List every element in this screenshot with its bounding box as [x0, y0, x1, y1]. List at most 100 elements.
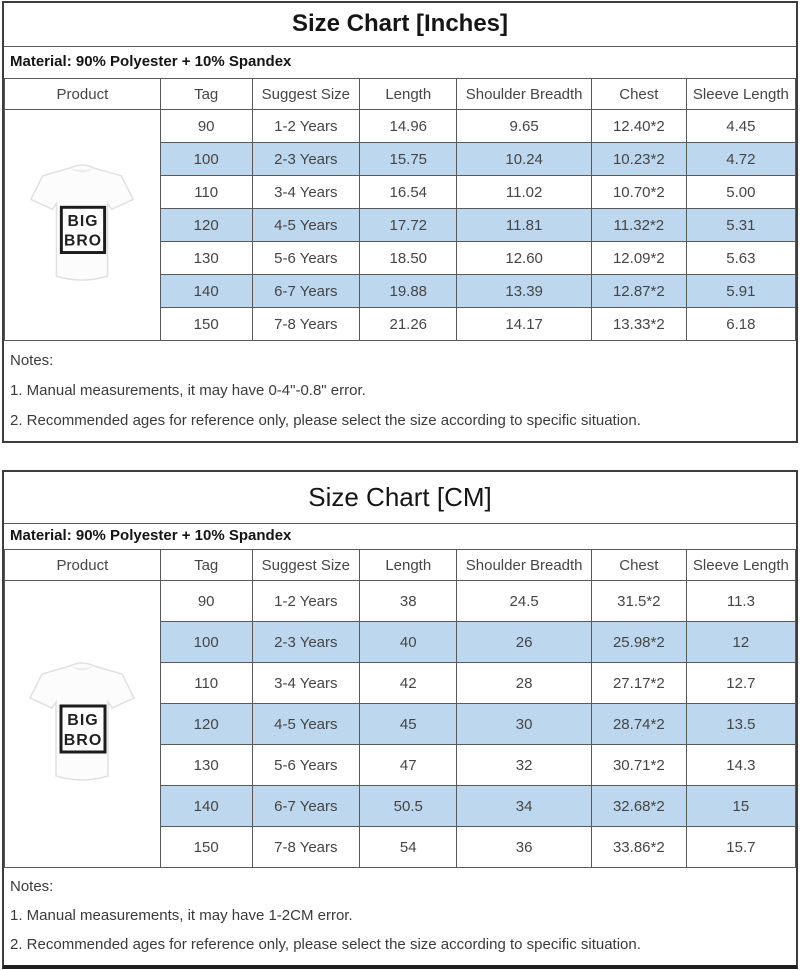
cell-suggest-size: 4-5 Years [251, 208, 361, 242]
column-header-sleeve-length: Sleeve Length [685, 78, 797, 110]
note-line: 1. Manual measurements, it may have 1-2C… [10, 907, 353, 924]
header-row: Product Tag Suggest Size Length Shoulder… [4, 549, 797, 581]
cell-tag: 120 [159, 703, 253, 745]
tshirt-print-line1: BIG [68, 712, 99, 729]
product-image-cell: BIG BRO [4, 580, 161, 868]
cell-chest: 32.68*2 [590, 785, 687, 827]
cell-sleeve-length: 5.91 [685, 274, 797, 308]
cell-shoulder-breadth: 30 [456, 703, 592, 745]
cell-shoulder-breadth: 11.81 [456, 208, 592, 242]
cell-length: 38 [359, 580, 458, 622]
product-image-cell: BIG BRO [4, 109, 161, 341]
size-table: Product Tag Suggest Size Length Shoulder… [4, 78, 797, 341]
cell-tag: 140 [159, 274, 253, 308]
notes: Notes: 1. Manual measurements, it may ha… [4, 341, 796, 441]
tshirt-collar [70, 666, 95, 671]
tshirt-image: BIG BRO [30, 164, 135, 281]
cell-shoulder-breadth: 9.65 [456, 109, 592, 143]
cell-tag: 140 [159, 785, 253, 827]
cell-shoulder-breadth: 13.39 [456, 274, 592, 308]
cell-suggest-size: 1-2 Years [251, 580, 361, 622]
cell-shoulder-breadth: 26 [456, 621, 592, 663]
tshirt-print-box [60, 205, 107, 255]
table-row: 140 6-7 Years 50.5 34 32.68*2 15 [5, 785, 797, 827]
note-line: 2. Recommended ages for reference only, … [10, 936, 641, 953]
table-row: 140 6-7 Years 19.88 13.39 12.87*2 5.91 [5, 274, 797, 308]
column-header-product: Product [4, 78, 161, 110]
cell-tag: 150 [159, 826, 253, 868]
cell-length: 19.88 [359, 274, 458, 308]
cell-shoulder-breadth: 12.60 [456, 241, 592, 275]
cell-sleeve-length: 15 [685, 785, 797, 827]
column-header-suggest-size: Suggest Size [251, 549, 361, 581]
cell-sleeve-length: 11.3 [685, 580, 797, 622]
cell-sleeve-length: 4.72 [685, 142, 797, 176]
column-header-tag: Tag [159, 549, 253, 581]
cell-sleeve-length: 5.63 [685, 241, 797, 275]
cell-shoulder-breadth: 11.02 [456, 175, 592, 209]
cell-tag: 110 [159, 662, 253, 704]
cell-length: 15.75 [359, 142, 458, 176]
cell-shoulder-breadth: 36 [456, 826, 592, 868]
tshirt-print-line2: BRO [64, 233, 102, 250]
cell-shoulder-breadth: 34 [456, 785, 592, 827]
cell-length: 54 [359, 826, 458, 868]
cell-tag: 90 [159, 109, 253, 143]
cell-length: 21.26 [359, 307, 458, 341]
cell-length: 47 [359, 744, 458, 786]
cell-chest: 10.23*2 [590, 142, 687, 176]
cell-sleeve-length: 12 [685, 621, 797, 663]
column-header-shoulder-breadth: Shoulder Breadth [456, 78, 592, 110]
cell-suggest-size: 1-2 Years [251, 109, 361, 143]
material-label: Material: 90% Polyester + 10% Spandex [4, 46, 796, 78]
table-row: BIG BRO 90 1-2 Years 14.96 9.65 12.40*2 … [4, 109, 797, 341]
column-header-shoulder-breadth: Shoulder Breadth [456, 549, 592, 581]
column-header-suggest-size: Suggest Size [251, 78, 361, 110]
tshirt-image: BIG BRO [29, 662, 136, 781]
cell-tag: 120 [159, 208, 253, 242]
cell-sleeve-length: 4.45 [685, 109, 797, 143]
material-label: Material: 90% Polyester + 10% Spandex [4, 523, 796, 549]
cell-length: 40 [359, 621, 458, 663]
cell-chest: 12.87*2 [590, 274, 687, 308]
column-header-tag: Tag [159, 78, 253, 110]
cell-tag: 100 [159, 142, 253, 176]
cell-suggest-size: 4-5 Years [251, 703, 361, 745]
cell-chest: 10.70*2 [590, 175, 687, 209]
column-header-chest: Chest [590, 78, 687, 110]
cell-length: 14.96 [359, 109, 458, 143]
cell-suggest-size: 7-8 Years [251, 307, 361, 341]
cell-suggest-size: 2-3 Years [251, 142, 361, 176]
cell-chest: 30.71*2 [590, 744, 687, 786]
cell-chest: 11.32*2 [590, 208, 687, 242]
cell-suggest-size: 6-7 Years [251, 785, 361, 827]
cell-sleeve-length: 12.7 [685, 662, 797, 704]
cell-length: 42 [359, 662, 458, 704]
tshirt-print-line1: BIG [68, 213, 99, 230]
column-header-chest: Chest [590, 549, 687, 581]
chart-title: Size Chart [Inches] [291, 10, 509, 37]
column-header-product: Product [4, 549, 161, 581]
cell-tag: 90 [159, 580, 253, 622]
cell-suggest-size: 5-6 Years [251, 744, 361, 786]
cell-suggest-size: 3-4 Years [251, 662, 361, 704]
tshirt-print-box [59, 704, 107, 754]
cell-shoulder-breadth: 14.17 [456, 307, 592, 341]
cell-sleeve-length: 13.5 [685, 703, 797, 745]
cell-chest: 12.09*2 [590, 241, 687, 275]
cell-suggest-size: 6-7 Years [251, 274, 361, 308]
tshirt-print-line2: BRO [64, 732, 103, 749]
header-row: Product Tag Suggest Size Length Shoulder… [4, 78, 797, 110]
size-table: Product Tag Suggest Size Length Shoulder… [4, 549, 797, 868]
cell-tag: 130 [159, 241, 253, 275]
cell-tag: 110 [159, 175, 253, 209]
cell-suggest-size: 2-3 Years [251, 621, 361, 663]
table-row: 150 7-8 Years 54 36 33.86*2 15.7 [5, 826, 797, 868]
notes-heading: Notes: [10, 878, 54, 895]
cell-suggest-size: 7-8 Years [251, 826, 361, 868]
table-row: BIG BRO 90 1-2 Years 38 24.5 31.5*2 11.3 [4, 580, 797, 868]
tshirt-collar [70, 167, 95, 173]
note-line: 1. Manual measurements, it may have 0-4"… [10, 381, 366, 399]
cell-shoulder-breadth: 28 [456, 662, 592, 704]
